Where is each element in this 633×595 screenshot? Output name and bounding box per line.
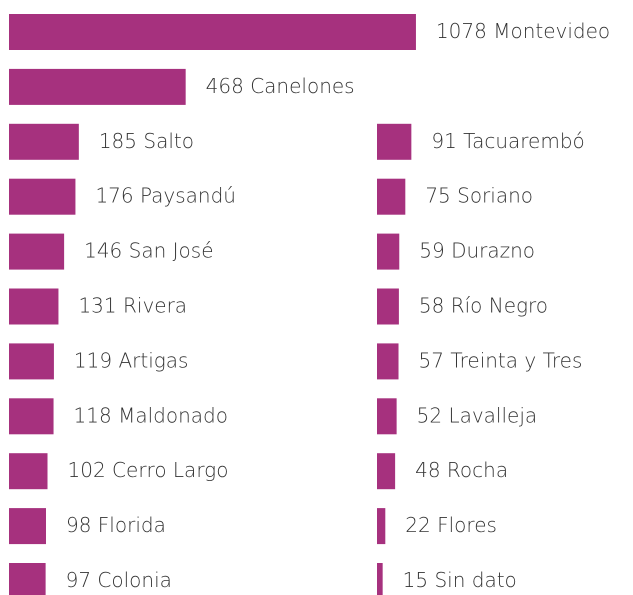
- value-label: 102: [68, 458, 106, 482]
- value-label: 131: [78, 293, 116, 317]
- value-label: 57: [419, 348, 444, 372]
- bar: [377, 233, 400, 270]
- value-label: 118: [74, 403, 112, 427]
- bar-label: 91 Tacuarembó: [431, 128, 584, 152]
- bar: [9, 68, 186, 105]
- bar: [9, 178, 76, 215]
- bar-label: 52 Lavalleja: [417, 403, 538, 427]
- category-label: Soriano: [457, 183, 533, 207]
- bar-label: 48 Rocha: [415, 458, 508, 482]
- bar: [377, 453, 396, 490]
- bar: [377, 508, 386, 545]
- category-label: Montevideo: [493, 19, 610, 43]
- category-label: Artigas: [118, 348, 188, 372]
- category-label: Durazno: [451, 238, 535, 262]
- bar: [9, 343, 54, 380]
- value-label: 48: [415, 458, 440, 482]
- category-label: Treinta y Tres: [450, 348, 582, 372]
- category-label: Canelones: [250, 73, 354, 97]
- category-label: Salto: [143, 128, 194, 152]
- bar-label: 15 Sin dato: [403, 568, 517, 592]
- bar-label: 119 Artigas: [74, 348, 189, 372]
- bar-label: 131 Rivera: [78, 293, 187, 317]
- category-label: Flores: [437, 513, 497, 537]
- bar: [377, 563, 383, 595]
- value-label: 91: [431, 128, 456, 152]
- bar-label: 98 Florida: [66, 513, 166, 537]
- category-label: Rivera: [123, 293, 187, 317]
- bar: [377, 288, 399, 325]
- bar-label: 57 Treinta y Tres: [419, 348, 583, 372]
- bar: [9, 453, 48, 490]
- bar: [9, 14, 416, 50]
- value-label: 97: [66, 568, 91, 592]
- bar-label: 1078 Montevideo: [436, 19, 610, 43]
- bar-label: 58 Río Negro: [419, 293, 548, 317]
- bar: [377, 123, 412, 160]
- bar: [377, 178, 406, 215]
- category-label: San José: [129, 238, 214, 262]
- bar-label: 22 Flores: [405, 513, 497, 537]
- category-label: Rocha: [447, 458, 508, 482]
- category-label: Sin dato: [434, 568, 516, 592]
- value-label: 146: [84, 238, 122, 262]
- bar-label: 102 Cerro Largo: [68, 458, 229, 482]
- value-label: 98: [66, 513, 91, 537]
- category-label: Tacuarembó: [463, 128, 585, 152]
- value-label: 15: [403, 568, 428, 592]
- value-label: 176: [95, 183, 133, 207]
- category-label: Río Negro: [451, 293, 548, 317]
- bar: [377, 398, 397, 435]
- value-label: 22: [405, 513, 430, 537]
- bar: [9, 288, 59, 325]
- value-label: 1078: [436, 19, 487, 43]
- bar: [9, 508, 46, 545]
- value-label: 58: [419, 293, 444, 317]
- bar-label: 59 Durazno: [419, 238, 535, 262]
- value-label: 75: [425, 183, 450, 207]
- bar: [377, 343, 399, 380]
- bar: [9, 563, 46, 595]
- category-label: Maldonado: [118, 403, 228, 427]
- bar-label: 468 Canelones: [206, 73, 355, 97]
- value-label: 185: [99, 128, 137, 152]
- bar: [9, 123, 79, 160]
- category-label: Paysandú: [140, 183, 236, 207]
- bar: [9, 398, 54, 435]
- value-label: 52: [417, 403, 442, 427]
- bar: [9, 233, 65, 270]
- value-label: 59: [419, 238, 444, 262]
- category-label: Lavalleja: [448, 403, 537, 427]
- bar-label: 146 San José: [84, 238, 213, 262]
- bar-label: 118 Maldonado: [74, 403, 228, 427]
- bar-label: 185 Salto: [99, 128, 194, 152]
- category-label: Florida: [98, 513, 166, 537]
- category-label: Cerro Largo: [112, 458, 228, 482]
- value-label: 468: [206, 73, 244, 97]
- bar-label: 75 Soriano: [425, 183, 533, 207]
- bar-label: 97 Colonia: [66, 568, 172, 592]
- bar-label: 176 Paysandú: [95, 183, 236, 207]
- value-label: 119: [74, 348, 112, 372]
- category-label: Colonia: [97, 568, 171, 592]
